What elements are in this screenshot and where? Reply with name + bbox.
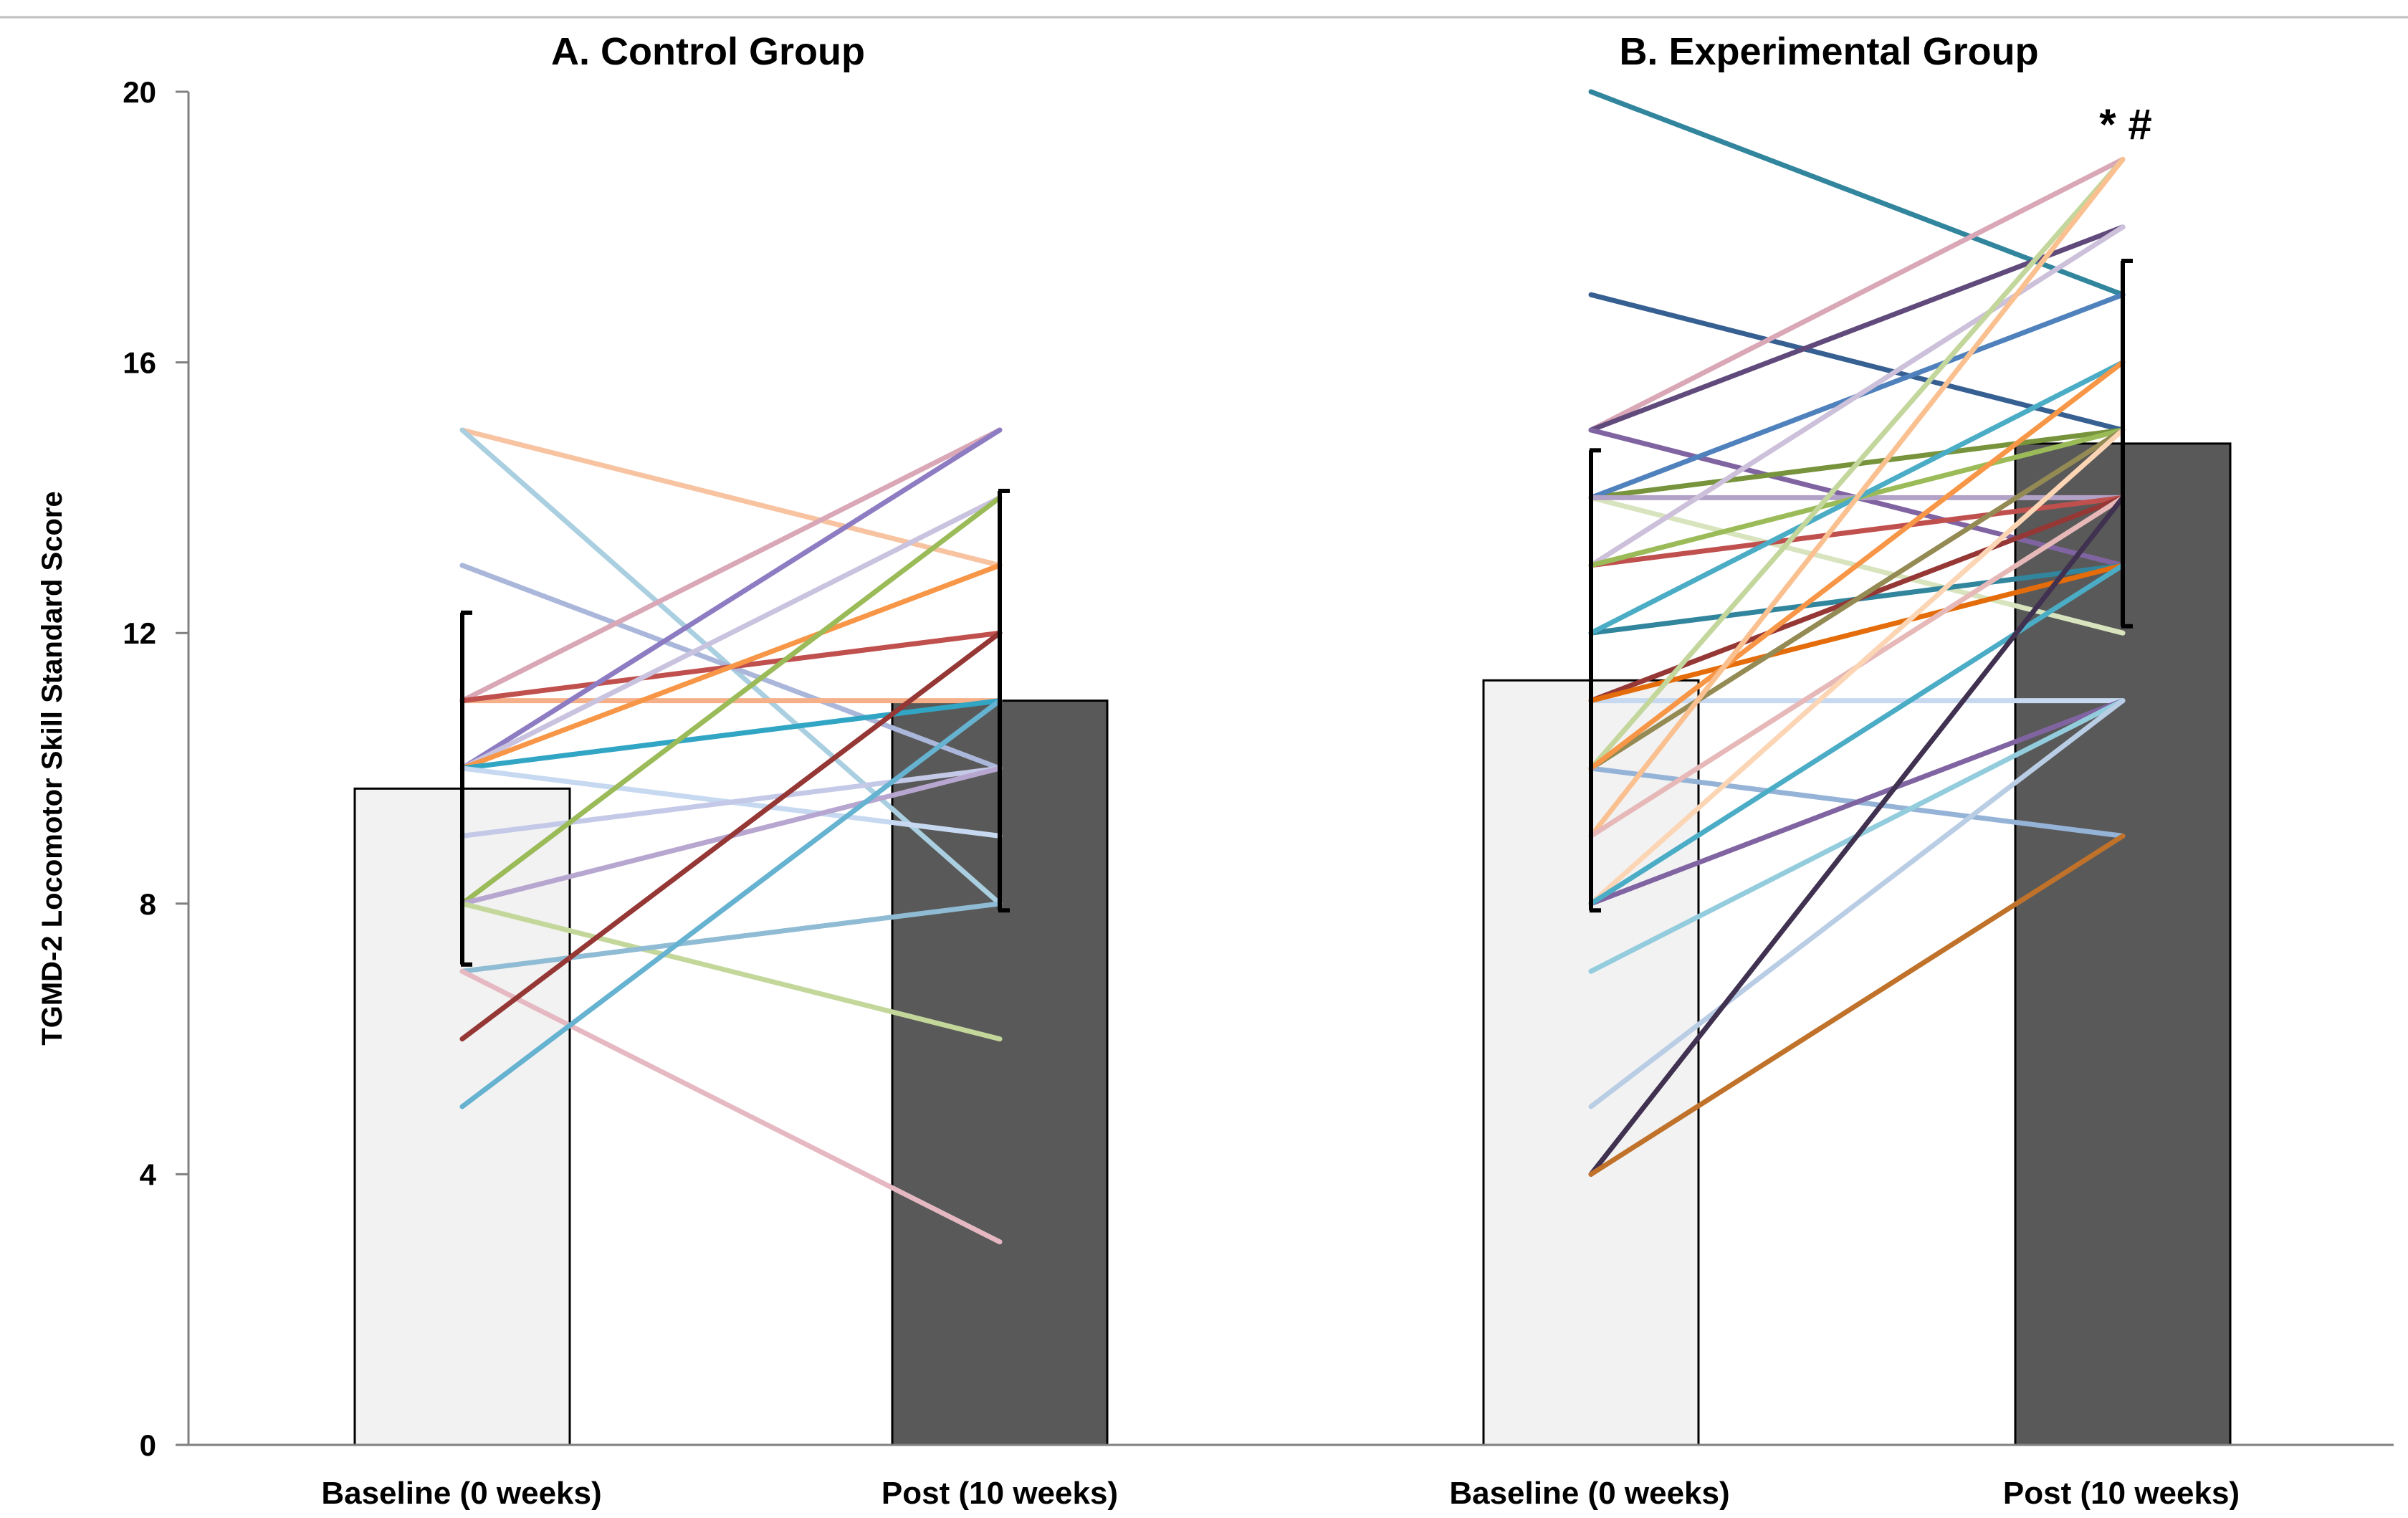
- panel-a-participant-line-18: [459, 630, 1003, 1042]
- panel-b-participant-line-3: [1588, 156, 2126, 433]
- significance-annotation: * #: [2099, 100, 2151, 148]
- panel-a-title: A. Control Group: [551, 30, 865, 73]
- panel-a-participant-line-16: [459, 901, 1003, 974]
- panel-b-participant-line-29: [1588, 495, 2126, 1177]
- error-bars-layer: [460, 259, 2133, 967]
- panel-b-participant-line-21: [1588, 360, 2126, 771]
- panel-b-participant-line-10: [1588, 224, 2126, 568]
- panel-b-participant-line-30: [1588, 833, 2126, 1177]
- panel-b-participant-line-18: [1588, 156, 2126, 771]
- y-tick-label-4: 4: [140, 1157, 157, 1191]
- panel-b-participant-line-22: [1588, 156, 2126, 839]
- y-tick-label-16: 16: [123, 346, 156, 380]
- panel-b-participant-line-2: [1588, 292, 2126, 433]
- panel-b-post-label: Post (10 weeks): [2003, 1476, 2240, 1511]
- y-axis-title: TGMD-2 Locomotor Skill Standard Score: [37, 491, 68, 1045]
- panel-b-baseline-label: Baseline (0 weeks): [1449, 1476, 1729, 1511]
- y-ticks-layer: 0 4 8 12 16 20: [123, 75, 188, 1462]
- labels-layer: TGMD-2 Locomotor Skill Standard Score A.…: [37, 30, 2240, 1511]
- y-tick-label-20: 20: [123, 75, 156, 109]
- panel-b-participant-line-24: [1588, 698, 2126, 907]
- panel-a-participant-line-10: [459, 698, 1003, 771]
- panel-b-participant-line-17: [1588, 563, 2126, 704]
- panel-a-participant-line-7: [459, 427, 1003, 771]
- y-tick-label-8: 8: [140, 887, 156, 921]
- panel-b-participant-line-26: [1588, 563, 2126, 907]
- panel-a-participant-line-17: [459, 968, 1003, 1245]
- y-tick-label-0: 0: [140, 1428, 156, 1462]
- panel-b-title: B. Experimental Group: [1619, 30, 2038, 73]
- panel-a-post-label: Post (10 weeks): [882, 1476, 1118, 1511]
- individual-lines-layer: [459, 89, 2126, 1245]
- axis-layer: [187, 92, 2394, 1446]
- panel-a-participant-line-1: [459, 427, 1003, 568]
- panel-a-participant-line-13: [459, 495, 1003, 907]
- panel-b-participant-line-25: [1588, 427, 2126, 907]
- panel-a-participant-line-9: [459, 563, 1003, 771]
- panel-a-participant-line-8: [459, 495, 1003, 771]
- panel-b-participant-line-28: [1588, 698, 2126, 1109]
- panel-a-participant-line-12: [459, 765, 1003, 839]
- panel-b-participant-line-19: [1588, 427, 2126, 771]
- panel-a-baseline-label: Baseline (0 weeks): [321, 1476, 601, 1511]
- y-tick-label-12: 12: [123, 616, 156, 650]
- panel-a-participant-line-4: [459, 427, 1003, 704]
- panel-a-participant-line-15: [459, 901, 1003, 1042]
- panel-a-participant-line-19: [459, 698, 1003, 1109]
